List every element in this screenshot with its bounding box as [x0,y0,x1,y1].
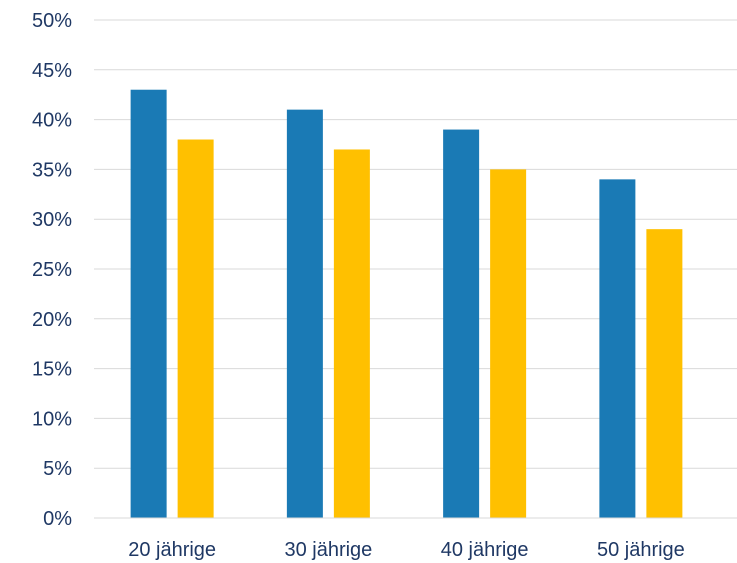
bar-series-1-4 [599,179,636,519]
y-tick-label: 20% [32,309,72,331]
bars [130,89,683,519]
y-tick-label: 25% [32,259,72,281]
bar-series-1-3 [443,129,480,518]
bar-series-2-1 [177,139,214,518]
y-tick-label: 50% [32,10,72,32]
x-category-label: 20 jährige [128,539,216,561]
y-tick-label: 10% [32,408,72,430]
x-axis-category-labels: 20 jährige 30 jährige 40 jährige 50 jährige [128,539,685,561]
x-category-label: 30 jährige [284,539,372,561]
y-tick-label: 15% [32,359,72,381]
bar-series-2-2 [333,149,370,519]
x-category-label: 40 jährige [441,539,529,561]
y-tick-label: 0% [43,508,72,530]
bar-series-1-2 [286,109,323,518]
y-tick-label: 45% [32,60,72,82]
y-tick-label: 5% [43,458,72,480]
bar-series-2-4 [646,229,683,518]
y-tick-label: 30% [32,209,72,231]
y-axis-tick-labels: 0% 5% 10% 15% 20% 25% 30% 35% 40% 45% 50% [32,10,72,530]
bar-series-1-1 [130,89,167,518]
bar-series-2-3 [490,169,527,518]
y-tick-label: 35% [32,159,72,181]
x-category-label: 50 jährige [597,539,685,561]
y-tick-label: 40% [32,110,72,132]
